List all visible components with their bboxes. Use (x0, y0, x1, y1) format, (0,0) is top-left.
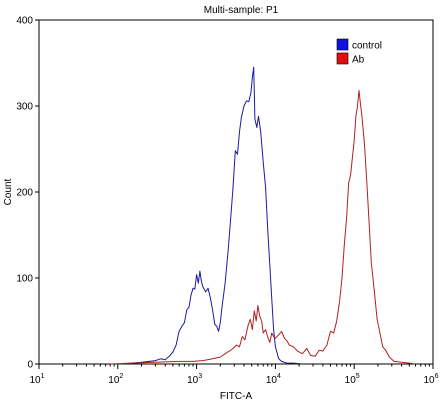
y-tick-label: 100 (16, 274, 33, 285)
x-axis-label: FITC-A (220, 391, 253, 402)
legend-swatch-control (336, 38, 349, 51)
y-tick-label: 400 (16, 16, 33, 27)
series-line-ab (110, 90, 416, 365)
x-tick-label: 101 (29, 373, 44, 386)
series-layer (110, 66, 416, 365)
y-tick-label: 200 (16, 188, 33, 199)
x-tick-exponent: 4 (277, 373, 281, 380)
chart-title: Multi-sample: P1 (204, 5, 279, 16)
x-tick-label: 102 (108, 373, 123, 386)
y-axis-ticks: 0 100 200 300 400 (16, 16, 39, 371)
y-axis-label: Count (3, 178, 14, 205)
x-tick-exponent: 2 (119, 373, 123, 380)
x-tick-label: 103 (187, 373, 202, 386)
y-tick-label: 0 (27, 360, 33, 371)
x-tick-exponent: 5 (356, 373, 360, 380)
legend-label-ab: Ab (352, 55, 365, 66)
x-axis-ticks: 101 102 103 104 105 106 (29, 364, 439, 386)
y-tick-label: 300 (16, 102, 33, 113)
x-tick-exponent: 6 (435, 373, 439, 380)
legend-label-control: control (352, 41, 382, 52)
x-tick-exponent: 3 (198, 373, 202, 380)
x-tick-label: 104 (266, 373, 281, 386)
x-tick-label: 105 (345, 373, 360, 386)
x-tick-exponent: 1 (41, 373, 45, 380)
x-tick-label: 106 (423, 373, 438, 386)
plot-area-frame (38, 19, 434, 365)
legend-swatch-ab (336, 52, 349, 65)
series-line-control (117, 66, 303, 365)
legend: control Ab (336, 38, 382, 66)
